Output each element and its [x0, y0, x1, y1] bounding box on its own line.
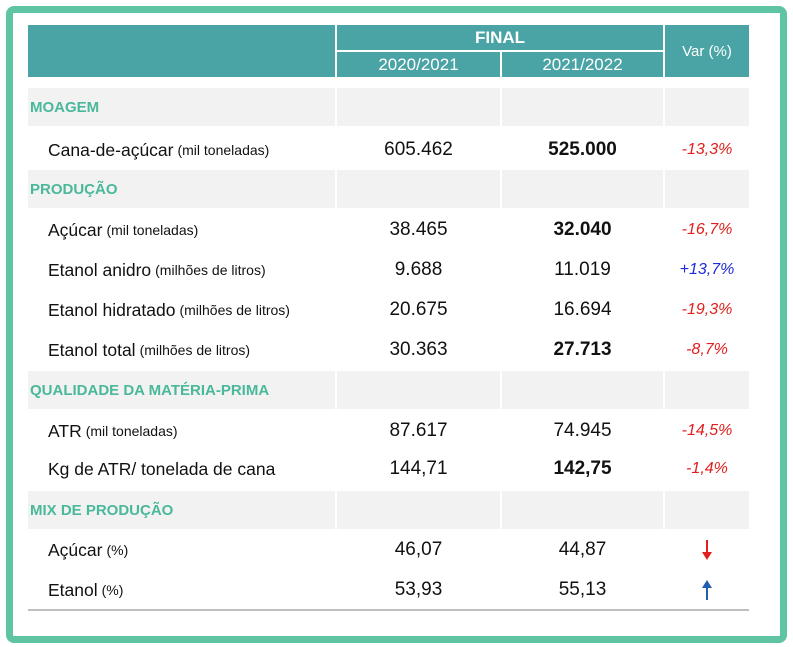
row-label: Etanol anidro (milhões de litros) [48, 259, 266, 280]
table-row-acucar: Açúcar (mil toneladas) 38.465 32.040 -16,… [28, 211, 749, 249]
value-2021-2022: 55,13 [558, 579, 607, 600]
row-label: Etanol (%) [48, 579, 124, 600]
section-title-mix: MIX DE PRODUÇÃO [28, 491, 335, 529]
variation-value: -1,4% [686, 460, 728, 477]
section-title-qualidade: QUALIDADE DA MATÉRIA-PRIMA [28, 371, 335, 409]
section-row-qualidade: QUALIDADE DA MATÉRIA-PRIMA [28, 371, 749, 409]
value-2020-2021: 30.363 [389, 339, 448, 360]
value-2020-2021: 20.675 [389, 299, 448, 320]
table-row-atr: ATR (mil toneladas) 87.617 74.945 -14,5% [28, 412, 749, 450]
value-2021-2022: 142,75 [553, 458, 612, 479]
variation-value: +13,7% [679, 261, 735, 278]
row-label: Açúcar (mil toneladas) [48, 219, 199, 240]
section-title-producao: PRODUÇÃO [28, 170, 335, 208]
table-row-etanol-total: Etanol total (milhões de litros) 30.363 2… [28, 331, 749, 369]
table-row-mix-acucar: Açúcar (%) 46,07 44,87 [28, 531, 749, 569]
up-arrow-icon [702, 580, 712, 600]
table-row-mix-etanol: Etanol (%) 53,93 55,13 [28, 571, 749, 609]
value-2020-2021: 38.465 [389, 219, 448, 240]
value-2021-2022: 11.019 [554, 259, 611, 280]
down-arrow-icon [702, 540, 712, 560]
variation-value: -14,5% [681, 422, 733, 439]
trend-cell [665, 531, 749, 569]
table-bottom-border [28, 609, 749, 611]
row-label: Kg de ATR/ tonelada de cana [48, 458, 276, 479]
value-2020-2021: 144,71 [389, 458, 448, 479]
row-label: Cana-de-açúcar (mil toneladas) [48, 139, 270, 160]
value-2021-2022: 74.945 [553, 420, 612, 441]
row-label: Etanol hidratado (milhões de litros) [48, 299, 290, 320]
table-row-cana: Cana-de-açúcar (mil toneladas) 605.462 52… [28, 131, 749, 169]
value-2021-2022: 16.694 [553, 299, 612, 320]
row-label: Açúcar (%) [48, 539, 129, 560]
section-row-mix: MIX DE PRODUÇÃO [28, 491, 749, 529]
value-2020-2021: 46,07 [394, 539, 443, 560]
section-row-moagem: MOAGEM [28, 88, 749, 126]
value-2021-2022: 27.713 [553, 339, 612, 360]
variation-value: -16,7% [681, 221, 733, 238]
header-final: FINAL [337, 25, 663, 50]
table-row-kg-atr: Kg de ATR/ tonelada de cana 144,71 142,7… [28, 450, 749, 488]
header-year-2020-2021: 2020/2021 [337, 52, 500, 77]
row-label: Etanol total (milhões de litros) [48, 339, 251, 360]
section-title-moagem: MOAGEM [28, 88, 335, 126]
header-blank-cell [28, 25, 335, 77]
row-label: ATR (mil toneladas) [48, 420, 178, 441]
value-2021-2022: 44,87 [558, 539, 607, 560]
table-header: FINAL 2020/2021 2021/2022 Var (%) [28, 25, 749, 77]
variation-value: -19,3% [681, 301, 733, 318]
value-2020-2021: 605.462 [384, 139, 453, 160]
variation-value: -13,3% [681, 141, 733, 158]
value-2020-2021: 53,93 [394, 579, 443, 600]
value-2021-2022: 525.000 [548, 139, 617, 160]
variation-value: -8,7% [686, 341, 728, 358]
table-row-hidratado: Etanol hidratado (milhões de litros) 20.6… [28, 291, 749, 329]
trend-cell [665, 571, 749, 609]
section-row-producao: PRODUÇÃO [28, 170, 749, 208]
header-var: Var (%) [665, 25, 749, 77]
table-row-anidro: Etanol anidro (milhões de litros) 9.688 1… [28, 251, 749, 289]
value-2020-2021: 9.688 [394, 259, 443, 280]
value-2020-2021: 87.617 [389, 420, 448, 441]
header-year-2021-2022: 2021/2022 [502, 52, 663, 77]
value-2021-2022: 32.040 [553, 219, 612, 240]
